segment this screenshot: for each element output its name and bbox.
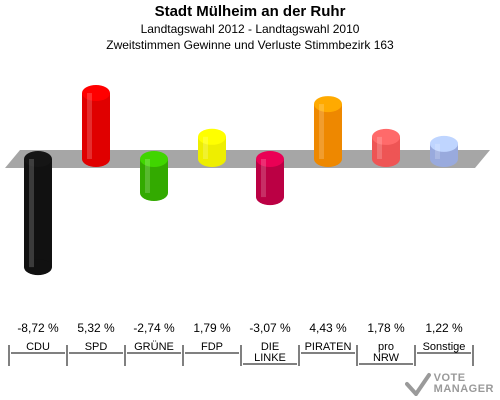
bar-pro-nrw [372,128,400,167]
chart-subtitle: Landtagswahl 2012 - Landtagswahl 2010 [140,22,360,36]
value-label-gr-ne: -2,74 % [133,321,175,335]
chart-header: Stadt Mülheim an der Ruhr Landtagswahl 2… [0,3,500,53]
category-label-fdp-0: FDP [201,341,223,353]
bar-fdp [198,128,226,167]
value-label-pro-nrw: 1,78 % [367,321,405,335]
ballot-check-icon [404,373,431,396]
category-label-piraten-0: PIRATEN [305,341,352,353]
category-label-pro-nrw-0: pro [378,341,394,353]
labels-group: -8,72 % CDU 5,32 % SPD -2,74 % GRÜNE 1,79 % FDP… [8,321,474,366]
value-label-fdp: 1,79 % [193,321,231,335]
bars-group [24,85,458,276]
value-label-cdu: -8,72 % [17,321,59,335]
bar-sonstige [430,135,458,167]
bar-cdu [24,151,52,276]
category-label-sonstige-0: Sonstige [423,341,466,353]
value-label-sonstige: 1,22 % [425,321,463,335]
bar-piraten [314,96,342,167]
value-label-piraten: 4,43 % [309,321,347,335]
category-label-die-linke-0: DIE [261,341,279,353]
value-label-spd: 5,32 % [77,321,115,335]
bar-die-linke [256,151,284,206]
zero-baseline-band [5,150,490,168]
chart-title: Stadt Mülheim an der Ruhr [154,3,346,20]
bar-spd [82,85,110,167]
vote-manager-watermark: VOTE MANAGER [404,372,494,396]
bar-gr-ne [140,151,168,201]
value-label-die-linke: -3,07 % [249,321,291,335]
category-label-die-linke-1: LINKE [254,352,286,364]
chart-description: Zweitstimmen Gewinne und Verluste Stimmb… [106,38,394,52]
watermark-line-2: MANAGER [433,383,494,395]
category-label-spd-0: SPD [85,341,108,353]
category-label-cdu-0: CDU [26,341,50,353]
category-label-pro-nrw-1: NRW [373,352,400,364]
category-label-gr-ne-0: GRÜNE [134,341,174,353]
watermark-line-1: VOTE [433,372,466,384]
